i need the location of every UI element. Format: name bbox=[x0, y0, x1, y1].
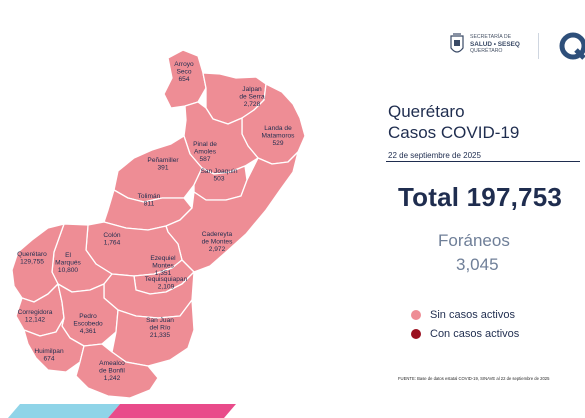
region-amealco[interactable] bbox=[75, 343, 159, 399]
bottom-bar-magenta bbox=[108, 404, 236, 418]
date-divider bbox=[386, 161, 580, 162]
municipality-cases: 21,335 bbox=[150, 332, 171, 339]
municipality-name: Colón bbox=[103, 232, 121, 239]
municipality-label: Peñamiller 391 bbox=[147, 157, 179, 171]
municipality-cases: 2,728 bbox=[244, 101, 261, 108]
municipality-name: San Joaquín bbox=[200, 168, 237, 175]
municipality-cases: 674 bbox=[43, 355, 54, 362]
data-source-note: FUENTE: Base de datos estatal COVID-19, … bbox=[398, 376, 550, 381]
municipality-label: Pinal de Amoles 587 bbox=[193, 141, 217, 163]
municipality-cases: 10,800 bbox=[58, 267, 79, 274]
municipality-cases: 1,764 bbox=[104, 239, 121, 246]
municipality-name: Tequisquiapan bbox=[145, 276, 188, 283]
municipality-name: de Bonfil bbox=[99, 367, 125, 374]
municipality-name: Amoles bbox=[194, 148, 217, 155]
municipality-label: San Joaquín 503 bbox=[200, 168, 237, 182]
municipality-label: Tequisquiapan 2,109 bbox=[145, 276, 188, 290]
municipality-cases: 587 bbox=[199, 156, 210, 163]
legend-label-con-casos: Con casos activos bbox=[430, 328, 520, 340]
municipality-label: Amealco de Bonfil 1,242 bbox=[99, 360, 125, 382]
municipality-name: Montes bbox=[152, 262, 174, 269]
org-name: SECRETARÍA DE SALUD • SESEQ QUERÉTARO bbox=[470, 34, 520, 55]
municipality-label: Querétaro 129,755 bbox=[17, 251, 47, 265]
municipality-name: Ezequiel bbox=[150, 255, 176, 262]
municipality-name: El bbox=[65, 252, 71, 259]
municipality-cases: 811 bbox=[144, 200, 155, 207]
municipality-label: Colón 1,764 bbox=[103, 232, 121, 246]
org-line-3: QUERÉTARO bbox=[470, 48, 503, 54]
municipality-cases: 654 bbox=[178, 76, 189, 83]
municipality-name: Cadereyta bbox=[202, 231, 233, 238]
legend-dot-con-casos bbox=[411, 329, 421, 339]
municipality-name: Peñamiller bbox=[147, 157, 179, 164]
municipality-label: Ezequiel Montes 1,351 bbox=[150, 255, 176, 277]
municipality-name: Landa de bbox=[264, 125, 292, 132]
municipality-label: Corregidora 12,142 bbox=[18, 309, 53, 323]
municipality-name: Marqués bbox=[55, 259, 81, 266]
municipality-name: Amealco bbox=[99, 360, 125, 367]
municipality-cases: 4,361 bbox=[80, 328, 97, 335]
municipality-label: El Marqués 10,800 bbox=[55, 252, 81, 274]
municipality-name: Pinal de bbox=[193, 141, 217, 148]
bottom-decor-bar bbox=[8, 404, 236, 418]
total-value: 197,753 bbox=[466, 182, 563, 212]
municipality-name: San Juan bbox=[146, 317, 174, 324]
municipality-name: Querétaro bbox=[17, 251, 47, 258]
foraneos-value: 3,045 bbox=[456, 255, 499, 274]
municipality-name: Jalpan bbox=[242, 86, 262, 93]
municipality-name: Tolimán bbox=[138, 193, 161, 200]
org-line-1: SECRETARÍA DE bbox=[470, 34, 512, 40]
report-date: 22 de septiembre de 2025 bbox=[388, 151, 481, 160]
municipality-label: Tolimán 811 bbox=[138, 193, 161, 207]
municipality-cases: 129,755 bbox=[20, 258, 44, 265]
logo-divider bbox=[538, 33, 539, 59]
bottom-bar-cyan bbox=[8, 404, 120, 418]
region-title-line-2: Casos COVID-19 bbox=[388, 123, 520, 142]
total-label: Total bbox=[398, 182, 460, 212]
municipality-name: Corregidora bbox=[18, 309, 53, 316]
queretaro-map: Arroyo Seco 654 Jalpan de Serra 2,728 Landa de… bbox=[11, 49, 306, 399]
municipality-cases: 529 bbox=[272, 140, 283, 147]
municipality-name: Arroyo bbox=[174, 61, 194, 68]
municipality-cases: 1,351 bbox=[155, 270, 172, 277]
municipality-name: Seco bbox=[176, 68, 191, 75]
legend-label-sin-casos: Sin casos activos bbox=[430, 309, 515, 321]
municipality-name: Matamoros bbox=[262, 132, 296, 139]
municipality-label: Cadereyta de Montes 2,972 bbox=[202, 231, 233, 253]
municipality-name: del Río bbox=[150, 324, 171, 331]
municipality-name: Pedro bbox=[79, 313, 97, 320]
q-logo-icon: Q bbox=[558, 31, 585, 61]
municipality-cases: 1,242 bbox=[104, 375, 121, 382]
region-title: Querétaro Casos COVID-19 bbox=[388, 101, 519, 143]
svg-text:Q: Q bbox=[573, 49, 574, 51]
municipality-cases: 503 bbox=[213, 175, 224, 182]
municipality-cases: 391 bbox=[157, 164, 168, 171]
foraneos-label: Foráneos bbox=[438, 231, 510, 250]
municipality-label: Arroyo Seco 654 bbox=[174, 61, 194, 83]
municipality-label: San Juan del Río 21,335 bbox=[146, 317, 174, 339]
municipality-cases: 2,972 bbox=[209, 246, 226, 253]
region-title-line-1: Querétaro bbox=[388, 102, 465, 121]
municipality-label: Huimilpan 674 bbox=[34, 348, 64, 362]
municipality-name: Escobedo bbox=[73, 320, 103, 327]
legend-dot-sin-casos bbox=[411, 310, 421, 320]
municipality-label: Landa de Matamoros 529 bbox=[262, 125, 296, 147]
municipality-cases: 2,109 bbox=[158, 283, 175, 290]
municipality-label: Pedro Escobedo 4,361 bbox=[73, 313, 103, 335]
org-line-2: SALUD • SESEQ bbox=[470, 41, 520, 48]
municipality-label: Jalpan de Serra 2,728 bbox=[239, 86, 265, 108]
municipality-name: de Montes bbox=[202, 238, 233, 245]
municipality-cases: 12,142 bbox=[25, 316, 46, 323]
state-seal-icon bbox=[448, 32, 466, 58]
header-logos: SECRETARÍA DE SALUD • SESEQ QUERÉTARO Q bbox=[448, 30, 585, 66]
municipality-name: Huimilpan bbox=[34, 348, 64, 355]
total-cases: Total 197,753 bbox=[398, 182, 562, 213]
municipality-name: de Serra bbox=[239, 93, 265, 100]
